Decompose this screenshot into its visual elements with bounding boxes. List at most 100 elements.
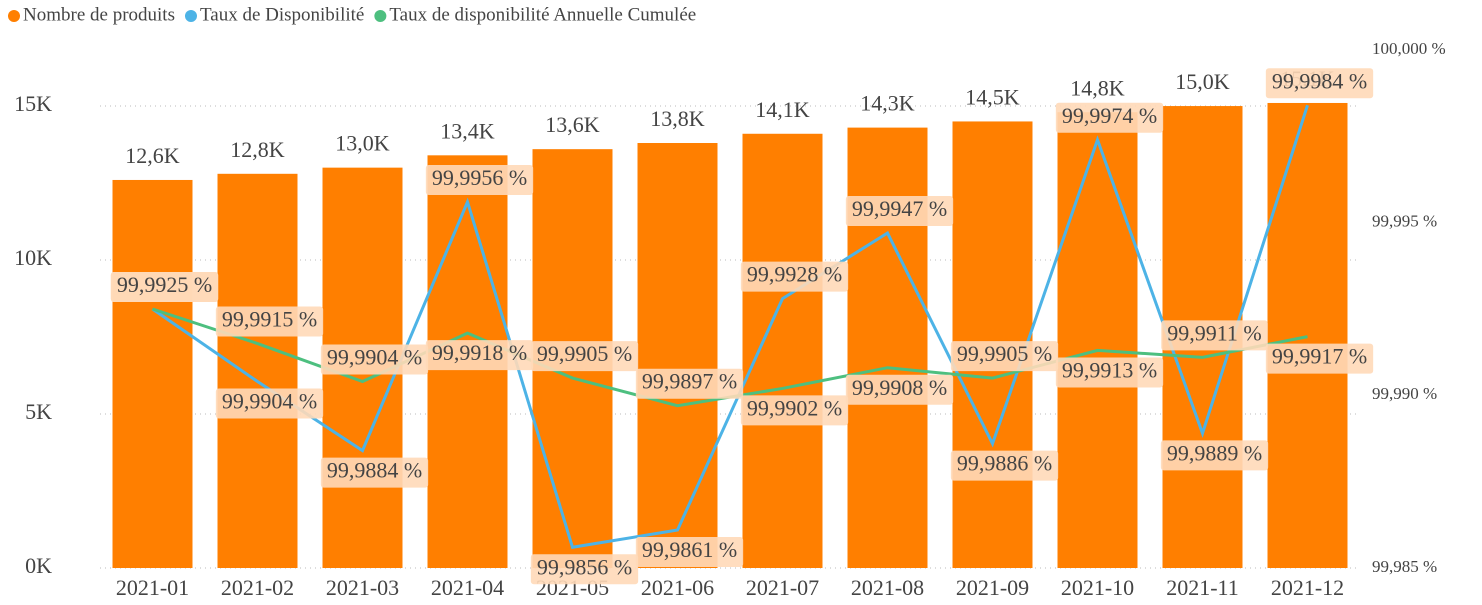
legend-label: Nombre de produits bbox=[23, 4, 175, 25]
line-value-label: 99,9897 % bbox=[635, 368, 744, 399]
line-value-label: 99,9856 % bbox=[530, 554, 639, 585]
line-value-label-text: 99,9947 % bbox=[852, 196, 947, 221]
line-value-label: 99,9925 % bbox=[110, 272, 219, 302]
y2-tick-label: 99,995 % bbox=[1372, 212, 1437, 231]
label-background bbox=[1265, 68, 1374, 99]
line-value-label-text: 99,9889 % bbox=[1167, 440, 1262, 465]
legend-label: Taux de Disponibilité bbox=[200, 4, 364, 25]
y-tick-label: 5K bbox=[25, 399, 52, 424]
x-tick-label: 2021-04 bbox=[431, 575, 504, 600]
label-background bbox=[950, 450, 1059, 481]
line-value-label: 99,9956 % bbox=[425, 164, 534, 195]
legend-marker bbox=[374, 10, 387, 22]
bar-value-label: 13,8K bbox=[650, 106, 705, 131]
line-value-label: 99,9889 % bbox=[1160, 440, 1269, 471]
label-background bbox=[845, 374, 954, 405]
x-tick-label: 2021-11 bbox=[1166, 575, 1239, 600]
line-value-label: 99,9917 % bbox=[1265, 343, 1374, 374]
x-tick-label: 2021-02 bbox=[221, 575, 294, 600]
line-value-label-text: 99,9904 % bbox=[222, 389, 317, 414]
line-value-label-text: 99,9904 % bbox=[327, 345, 422, 370]
line-value-label: 99,9984 % bbox=[1265, 68, 1374, 99]
bar bbox=[637, 143, 718, 568]
line-value-label: 99,9904 % bbox=[215, 388, 324, 419]
label-background bbox=[530, 341, 639, 372]
line-value-label: 99,9908 % bbox=[845, 374, 954, 405]
label-background bbox=[530, 554, 639, 585]
line-value-label-text: 99,9925 % bbox=[117, 272, 212, 297]
label-background bbox=[950, 341, 1059, 372]
line bbox=[151, 104, 1309, 549]
line-value-label-text: 99,9915 % bbox=[222, 307, 317, 332]
label-background bbox=[215, 388, 324, 419]
line-value-label-text: 99,9908 % bbox=[852, 375, 947, 400]
legend-marker bbox=[8, 10, 20, 22]
bar-value-label: 12,8K bbox=[230, 137, 285, 162]
y2-tick-label: 99,985 % bbox=[1372, 557, 1437, 576]
bar-value-label: 15,0K bbox=[1175, 69, 1230, 94]
line-value-label: 99,9905 % bbox=[950, 341, 1059, 372]
label-background bbox=[110, 272, 219, 302]
label-background bbox=[320, 457, 429, 488]
line-value-label-text: 99,9884 % bbox=[327, 458, 422, 483]
line-value-label-text: 99,9928 % bbox=[747, 262, 842, 287]
bar-value-label: 13,6K bbox=[545, 112, 600, 137]
x-tick-label: 2021-08 bbox=[851, 575, 924, 600]
label-background bbox=[1055, 102, 1164, 133]
label-background bbox=[635, 537, 744, 568]
label-background bbox=[1265, 343, 1374, 374]
line-value-label: 99,9911 % bbox=[1161, 320, 1268, 351]
bar bbox=[847, 127, 928, 569]
x-tick-label: 2021-03 bbox=[326, 575, 399, 600]
line-value-label-text: 99,9886 % bbox=[957, 451, 1052, 476]
bar-value-label: 14,5K bbox=[965, 84, 1020, 109]
bar-value-label: 12,6K bbox=[125, 143, 180, 168]
line-value-label: 99,9974 % bbox=[1055, 102, 1164, 133]
y-tick-label: 10K bbox=[14, 245, 52, 270]
line-value-label-text: 99,9856 % bbox=[537, 554, 632, 579]
bar-value-label: 14,8K bbox=[1070, 75, 1125, 100]
label-background bbox=[425, 340, 534, 371]
line-value-label-text: 99,9905 % bbox=[957, 341, 1052, 366]
bar bbox=[742, 133, 823, 568]
line-value-label: 99,9928 % bbox=[740, 261, 849, 292]
bar-value-label: 13,0K bbox=[335, 131, 390, 156]
line-value-label: 99,9913 % bbox=[1055, 357, 1164, 388]
y2-tick-label: 100,000 % bbox=[1372, 39, 1446, 58]
bar bbox=[217, 173, 298, 568]
line-value-label: 99,9918 % bbox=[425, 340, 534, 371]
label-background bbox=[740, 395, 849, 426]
x-tick-label: 2021-12 bbox=[1271, 575, 1344, 600]
line-value-label: 99,9915 % bbox=[215, 306, 324, 337]
label-background bbox=[1055, 357, 1164, 388]
x-tick-label: 2021-07 bbox=[746, 575, 819, 600]
line-value-label: 99,9904 % bbox=[320, 344, 429, 375]
line-value-label-text: 99,9861 % bbox=[642, 537, 737, 562]
line-value-label-text: 99,9905 % bbox=[537, 341, 632, 366]
bar bbox=[1267, 102, 1348, 568]
line-value-label-text: 99,9902 % bbox=[747, 395, 842, 420]
line-value-label-text: 99,9911 % bbox=[1167, 320, 1262, 345]
legend-label: Taux de disponibilité Annuelle Cumulée bbox=[389, 4, 696, 25]
line-value-label: 99,9902 % bbox=[740, 395, 849, 426]
x-tick-label: 2021-06 bbox=[641, 575, 714, 600]
bar bbox=[1057, 112, 1138, 568]
x-tick-label: 2021-09 bbox=[956, 575, 1029, 600]
line-value-label-text: 99,9974 % bbox=[1062, 103, 1157, 128]
bar-value-label: 14,3K bbox=[860, 91, 915, 116]
y-tick-label: 0K bbox=[25, 553, 52, 578]
bar-value-label: 13,4K bbox=[440, 118, 495, 143]
line-value-label-text: 99,9897 % bbox=[642, 369, 737, 394]
x-tick-label: 2021-10 bbox=[1061, 575, 1134, 600]
label-background bbox=[635, 368, 744, 399]
line-value-label: 99,9886 % bbox=[950, 450, 1059, 481]
label-background bbox=[845, 196, 954, 227]
label-background bbox=[1161, 320, 1268, 351]
line-value-label: 99,9861 % bbox=[635, 537, 744, 568]
line-value-label-text: 99,9917 % bbox=[1272, 344, 1367, 369]
line-value-label: 99,9884 % bbox=[320, 457, 429, 488]
line-value-label-text: 99,9956 % bbox=[432, 165, 527, 190]
bar bbox=[112, 179, 193, 568]
line-value-label-text: 99,9918 % bbox=[432, 340, 527, 365]
